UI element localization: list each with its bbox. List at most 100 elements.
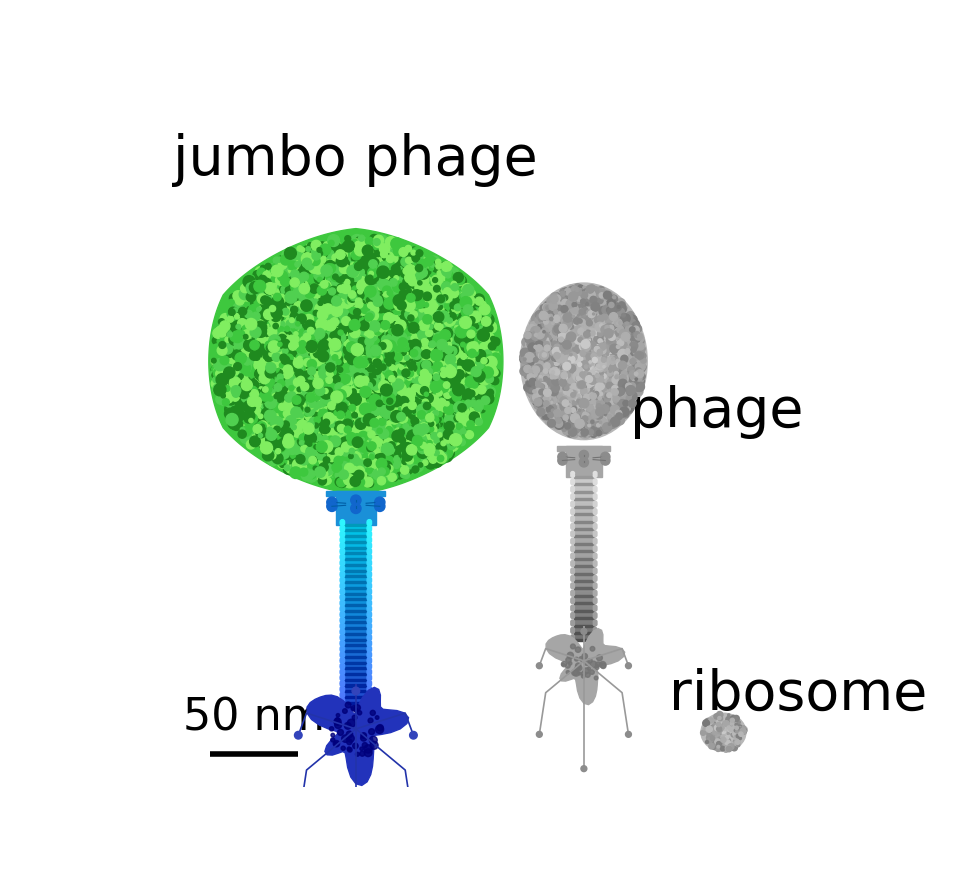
Circle shape — [546, 340, 550, 344]
Circle shape — [435, 344, 440, 348]
Circle shape — [596, 330, 600, 333]
Circle shape — [398, 452, 410, 463]
Circle shape — [571, 348, 574, 351]
Circle shape — [434, 372, 438, 377]
Circle shape — [290, 309, 300, 318]
Circle shape — [589, 343, 598, 352]
Circle shape — [458, 278, 464, 284]
Circle shape — [583, 290, 588, 295]
Circle shape — [351, 269, 359, 277]
Circle shape — [304, 341, 310, 347]
Circle shape — [574, 339, 583, 348]
Circle shape — [636, 374, 639, 377]
Circle shape — [572, 382, 577, 387]
Circle shape — [299, 323, 305, 330]
Circle shape — [439, 267, 445, 274]
Circle shape — [397, 284, 401, 288]
Circle shape — [567, 652, 573, 659]
Circle shape — [532, 382, 535, 385]
Circle shape — [345, 376, 350, 381]
Circle shape — [283, 365, 293, 374]
Circle shape — [574, 294, 577, 297]
Circle shape — [361, 305, 370, 314]
Circle shape — [577, 391, 579, 393]
Circle shape — [383, 370, 388, 375]
Circle shape — [390, 461, 397, 468]
Circle shape — [587, 343, 596, 352]
Circle shape — [332, 462, 342, 472]
Circle shape — [394, 373, 402, 382]
Circle shape — [625, 349, 630, 354]
Circle shape — [577, 415, 581, 419]
Circle shape — [438, 335, 449, 347]
Circle shape — [437, 339, 447, 350]
Circle shape — [245, 294, 252, 301]
Circle shape — [409, 316, 419, 325]
Circle shape — [439, 453, 448, 462]
Circle shape — [734, 740, 740, 746]
Circle shape — [413, 438, 423, 449]
Circle shape — [448, 379, 454, 385]
Circle shape — [409, 276, 419, 286]
Bar — [344, 653, 368, 656]
Circle shape — [340, 665, 345, 669]
Circle shape — [567, 375, 574, 382]
Circle shape — [568, 423, 577, 431]
Circle shape — [395, 362, 400, 369]
Circle shape — [294, 275, 302, 284]
Circle shape — [577, 375, 586, 383]
Circle shape — [561, 321, 564, 324]
Circle shape — [395, 354, 402, 361]
Circle shape — [621, 375, 628, 382]
Circle shape — [271, 400, 276, 406]
Circle shape — [315, 303, 326, 315]
Circle shape — [555, 307, 562, 313]
Circle shape — [432, 325, 440, 332]
Circle shape — [426, 350, 438, 361]
Circle shape — [594, 317, 601, 324]
Circle shape — [320, 280, 331, 292]
Circle shape — [222, 354, 230, 362]
Circle shape — [588, 386, 592, 391]
Circle shape — [243, 332, 254, 343]
Circle shape — [269, 269, 276, 276]
Circle shape — [585, 372, 591, 379]
Circle shape — [470, 300, 478, 308]
Circle shape — [551, 304, 560, 313]
Circle shape — [577, 398, 582, 403]
Circle shape — [232, 416, 244, 428]
Circle shape — [475, 400, 483, 408]
Circle shape — [348, 375, 356, 382]
Circle shape — [586, 331, 589, 334]
Circle shape — [352, 715, 357, 720]
Circle shape — [560, 397, 567, 404]
Circle shape — [635, 343, 644, 352]
Circle shape — [475, 314, 486, 324]
Circle shape — [626, 343, 635, 352]
Circle shape — [587, 325, 593, 332]
Circle shape — [437, 411, 448, 422]
Circle shape — [622, 335, 629, 342]
Circle shape — [383, 324, 387, 328]
Circle shape — [604, 307, 611, 313]
Circle shape — [295, 370, 303, 377]
Circle shape — [335, 721, 342, 728]
Circle shape — [421, 378, 433, 389]
Circle shape — [404, 355, 409, 360]
Circle shape — [592, 373, 595, 377]
Circle shape — [573, 328, 581, 335]
Circle shape — [299, 264, 308, 274]
Circle shape — [582, 384, 591, 392]
Circle shape — [300, 262, 307, 269]
Circle shape — [296, 377, 308, 389]
Circle shape — [599, 375, 604, 380]
Circle shape — [448, 331, 455, 338]
Circle shape — [220, 400, 226, 405]
Circle shape — [608, 404, 611, 408]
Circle shape — [460, 316, 471, 329]
Circle shape — [290, 326, 298, 334]
Circle shape — [566, 431, 571, 435]
Circle shape — [550, 339, 558, 347]
Circle shape — [434, 362, 446, 373]
Circle shape — [352, 361, 365, 373]
